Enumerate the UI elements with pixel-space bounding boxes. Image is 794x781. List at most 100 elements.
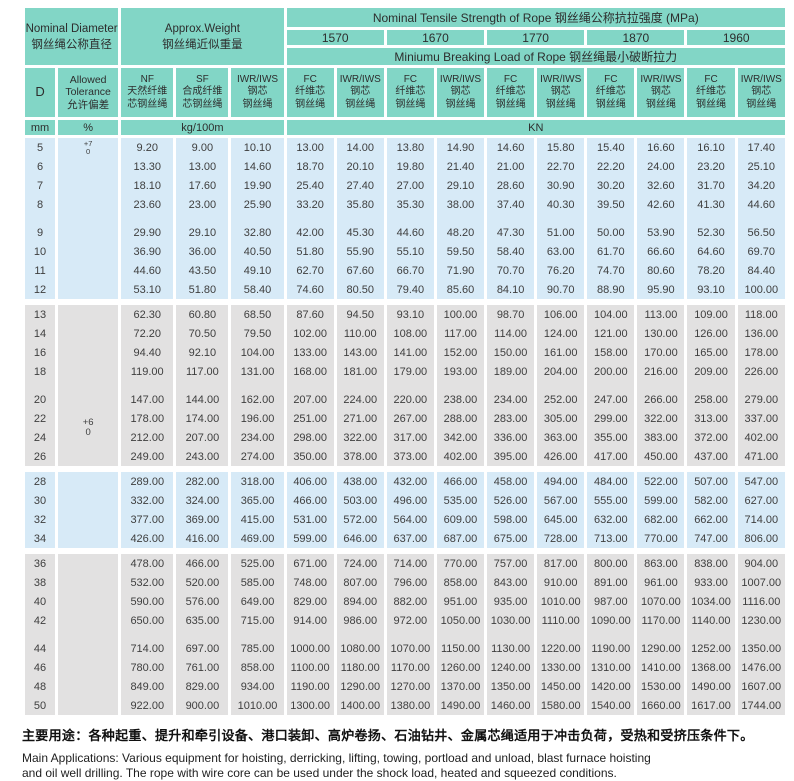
value-cell: 402.00 xyxy=(737,428,785,447)
value-cell: 609.00 xyxy=(436,510,485,529)
value-cell: 74.70 xyxy=(587,261,635,280)
value-cell: 858.00 xyxy=(436,573,485,592)
value-cell: 1350.00 xyxy=(487,677,535,696)
tolerance-cell xyxy=(58,611,119,630)
table-row: 18 119.00 117.00 131.00 168.00 181.00 179.00 19… xyxy=(25,362,785,381)
value-cell: 987.00 xyxy=(587,592,635,611)
value-cell: 1030.00 xyxy=(487,611,535,630)
spacer-cell xyxy=(587,214,635,223)
value-cell: 126.00 xyxy=(687,324,735,343)
col-fc-header: FC 纤维芯 钢丝绳 xyxy=(286,68,334,120)
value-cell: 226.00 xyxy=(737,362,785,381)
value-cell: 21.00 xyxy=(487,157,535,176)
value-cell: 590.00 xyxy=(121,592,174,611)
value-cell: 200.00 xyxy=(587,362,635,381)
value-cell: 66.60 xyxy=(637,242,685,261)
diameter-cell: 8 xyxy=(25,195,56,214)
value-cell: 25.40 xyxy=(286,176,334,195)
value-cell: 714.00 xyxy=(121,639,174,658)
value-cell: 40.50 xyxy=(231,242,284,261)
value-cell: 1368.00 xyxy=(687,658,735,677)
value-cell: 426.00 xyxy=(121,529,174,548)
value-cell: 80.60 xyxy=(637,261,685,280)
tolerance-cell: +6 0 xyxy=(58,409,119,447)
value-cell: 42.00 xyxy=(286,223,334,242)
value-cell: 68.50 xyxy=(231,305,284,324)
spacer-cell xyxy=(336,214,384,223)
value-cell: 9.00 xyxy=(176,138,229,157)
tolerance-cell xyxy=(58,573,119,592)
value-cell: 1260.00 xyxy=(436,658,485,677)
value-cell: 1310.00 xyxy=(587,658,635,677)
value-cell: 299.00 xyxy=(587,409,635,428)
spacer-cell xyxy=(587,630,635,639)
value-cell: 133.00 xyxy=(286,343,334,362)
value-cell: 377.00 xyxy=(121,510,174,529)
strength-grade-header: 1570 xyxy=(286,30,384,48)
spacer-cell xyxy=(58,214,119,223)
value-cell: 1380.00 xyxy=(386,696,434,715)
value-cell: 796.00 xyxy=(386,573,434,592)
value-cell: 675.00 xyxy=(487,529,535,548)
value-cell: 90.70 xyxy=(537,280,585,299)
diameter-cell: 11 xyxy=(25,261,56,280)
table-row: 10 36.90 36.00 40.50 51.80 55.90 55.10 59.50 58.… xyxy=(25,242,785,261)
spacer-cell xyxy=(176,630,229,639)
value-cell: 66.70 xyxy=(386,261,434,280)
spacer-cell xyxy=(436,630,485,639)
value-cell: 189.00 xyxy=(487,362,535,381)
col-iwr-header-line: 钢丝绳 xyxy=(645,98,676,110)
table-row: 20 147.00 144.00 162.00 207.00 224.00 220.00 23… xyxy=(25,390,785,409)
col-fc-header-line: 纤维芯 xyxy=(696,86,727,98)
diameter-cell: 10 xyxy=(25,242,56,261)
value-cell: 458.00 xyxy=(487,472,535,491)
value-cell: 426.00 xyxy=(537,447,585,466)
value-cell: 1170.00 xyxy=(386,658,434,677)
value-cell: 212.00 xyxy=(121,428,174,447)
value-cell: 44.60 xyxy=(121,261,174,280)
value-cell: 93.10 xyxy=(386,305,434,324)
value-cell: 117.00 xyxy=(436,324,485,343)
spacer-cell xyxy=(386,630,434,639)
value-cell: 632.00 xyxy=(587,510,635,529)
value-cell: 17.60 xyxy=(176,176,229,195)
value-cell: 894.00 xyxy=(336,592,384,611)
value-cell: 52.30 xyxy=(687,223,735,242)
col-iwr-header-line: 钢芯 xyxy=(650,86,671,98)
value-cell: 13.00 xyxy=(176,157,229,176)
value-cell: 1450.00 xyxy=(537,677,585,696)
value-cell: 258.00 xyxy=(687,390,735,409)
value-cell: 526.00 xyxy=(487,491,535,510)
value-cell: 383.00 xyxy=(637,428,685,447)
value-cell: 469.00 xyxy=(231,529,284,548)
value-cell: 29.10 xyxy=(176,223,229,242)
value-cell: 437.00 xyxy=(687,447,735,466)
col-iwr-header-line: 钢芯 xyxy=(550,86,571,98)
value-cell: 161.00 xyxy=(537,343,585,362)
value-cell: 251.00 xyxy=(286,409,334,428)
value-cell: 599.00 xyxy=(286,529,334,548)
tolerance-cell xyxy=(58,176,119,195)
value-cell: 40.30 xyxy=(537,195,585,214)
value-cell: 637.00 xyxy=(386,529,434,548)
col-iwr-header-line: 钢丝绳 xyxy=(345,98,376,110)
value-cell: 416.00 xyxy=(176,529,229,548)
main-applications-en: Main Applications: Various equipment for… xyxy=(22,751,774,781)
col-iwr-header-line: IWR/IWS xyxy=(640,73,682,85)
diameter-cell: 22 xyxy=(25,409,56,428)
value-cell: 829.00 xyxy=(176,677,229,696)
value-cell: 243.00 xyxy=(176,447,229,466)
value-cell: 266.00 xyxy=(637,390,685,409)
spacer-cell xyxy=(58,381,119,390)
value-cell: 36.00 xyxy=(176,242,229,261)
table-row: 40 590.00 576.00 649.00 829.00 894.00 882.00 95… xyxy=(25,592,785,611)
spacer-cell xyxy=(537,381,585,390)
value-cell: 216.00 xyxy=(637,362,685,381)
value-cell: 44.60 xyxy=(737,195,785,214)
value-cell: 484.00 xyxy=(587,472,635,491)
value-cell: 114.00 xyxy=(487,324,535,343)
tolerance-cell xyxy=(58,390,119,409)
value-cell: 582.00 xyxy=(687,491,735,510)
tolerance-cell xyxy=(58,510,119,529)
value-cell: 28.60 xyxy=(487,176,535,195)
